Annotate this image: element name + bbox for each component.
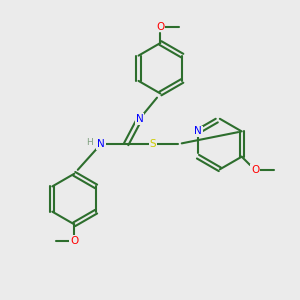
Text: O: O	[156, 22, 164, 32]
Text: N: N	[194, 126, 202, 136]
Text: N: N	[97, 139, 105, 149]
Text: O: O	[70, 236, 78, 246]
Text: S: S	[150, 139, 156, 149]
Text: O: O	[251, 165, 259, 175]
Text: N: N	[136, 114, 143, 124]
Text: H: H	[86, 138, 93, 147]
